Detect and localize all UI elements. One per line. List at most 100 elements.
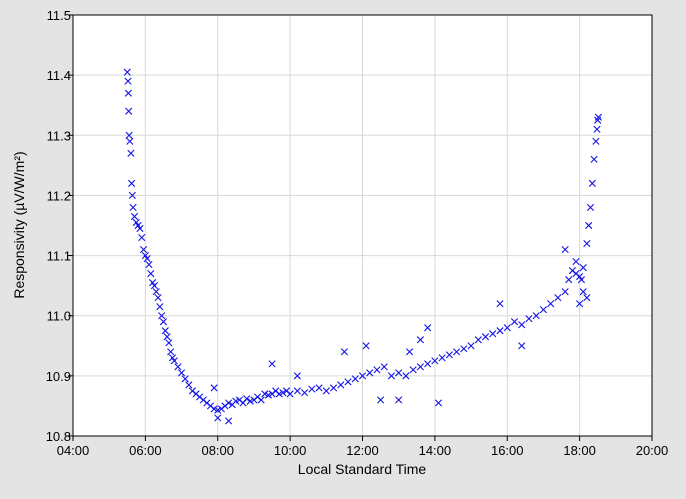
x-tick-label: 16:00 [491, 443, 524, 458]
data-point [431, 357, 439, 365]
data-point [592, 137, 600, 145]
data-point [496, 300, 504, 308]
data-point [518, 321, 526, 329]
y-tick-label: 11.1 [47, 249, 71, 264]
data-point [594, 113, 603, 121]
data-point [362, 342, 370, 350]
data-point [590, 155, 598, 163]
data-point [139, 245, 148, 254]
data-point [167, 348, 175, 356]
data-point [268, 360, 276, 368]
data-point [127, 149, 135, 157]
y-tick-label: 11.3 [47, 128, 71, 143]
data-point [125, 131, 133, 139]
y-tick-label: 10.9 [46, 369, 71, 384]
data-point [128, 191, 136, 200]
data-point [123, 68, 131, 76]
data-point [315, 384, 323, 392]
data-point [405, 348, 414, 356]
data-point [395, 369, 403, 377]
data-point [424, 360, 432, 368]
data-point [257, 396, 265, 404]
data-point [152, 288, 160, 296]
data-point [409, 366, 417, 374]
x-axis-title: Local Standard Time [298, 461, 427, 477]
x-tick-label: 14:00 [419, 443, 452, 458]
data-point [170, 357, 178, 365]
y-axis-title: Responsivity (µV/W/m²) [11, 151, 27, 298]
data-point [481, 333, 490, 341]
y-tick-label: 11.5 [47, 8, 71, 23]
y-tick-label: 11.4 [47, 68, 71, 83]
data-point [467, 342, 475, 350]
data-point [561, 288, 569, 296]
data-point [576, 300, 584, 308]
x-tick-label: 20:00 [636, 443, 669, 458]
data-point [293, 387, 301, 395]
x-tick-label: 12:00 [346, 443, 379, 458]
data-point [125, 107, 133, 115]
data-point [452, 348, 461, 356]
data-point [445, 351, 453, 359]
data-point [416, 336, 424, 344]
data-point [489, 330, 497, 338]
data-point [503, 324, 511, 332]
data-point [185, 381, 193, 389]
data-point [156, 303, 164, 311]
data-point [424, 324, 432, 332]
data-point [577, 276, 586, 284]
data-point [154, 294, 162, 302]
data-point [279, 389, 287, 397]
data-point [539, 306, 548, 314]
data-point [593, 125, 601, 133]
data-point [143, 254, 151, 263]
x-tick-label: 04:00 [57, 443, 90, 458]
data-point [145, 261, 153, 269]
data-point [588, 179, 596, 187]
data-point [547, 300, 555, 308]
data-point [159, 318, 168, 326]
data-point [322, 387, 330, 395]
data-point [460, 345, 468, 353]
data-series [123, 68, 603, 425]
data-point [402, 372, 410, 380]
data-point [525, 315, 533, 323]
data-point [124, 77, 132, 85]
data-point [416, 363, 424, 371]
data-point [377, 396, 385, 404]
data-point [518, 342, 526, 350]
data-point [351, 375, 359, 383]
data-point [434, 399, 443, 407]
data-point [301, 389, 309, 397]
data-point [565, 276, 573, 284]
data-point [340, 348, 348, 356]
data-point [554, 294, 562, 302]
data-point [130, 212, 139, 221]
data-point [243, 395, 251, 403]
data-point [308, 385, 316, 393]
axis-ticks: 04:00 06:00 08:00 10:00 12:00 14:00 16:00 18:00… [46, 8, 669, 458]
x-tick-label: 08:00 [201, 443, 234, 458]
data-point [358, 372, 367, 380]
data-point [158, 312, 166, 320]
data-point [337, 381, 345, 389]
data-point [380, 363, 388, 371]
x-tick-label: 18:00 [563, 443, 596, 458]
data-point [496, 327, 504, 335]
data-point [129, 203, 137, 212]
data-point [561, 245, 569, 254]
data-point [583, 294, 591, 302]
data-point [136, 224, 144, 233]
data-point [579, 264, 587, 272]
data-point [293, 372, 301, 380]
data-point [474, 336, 482, 344]
data-point [150, 282, 159, 290]
data-point [124, 89, 132, 97]
y-tick-label: 11.2 [47, 188, 71, 203]
x-tick-label: 06:00 [129, 443, 162, 458]
data-point [225, 399, 233, 407]
data-point [366, 369, 374, 377]
y-tick-label: 10.8 [46, 429, 71, 444]
data-point [210, 384, 218, 392]
